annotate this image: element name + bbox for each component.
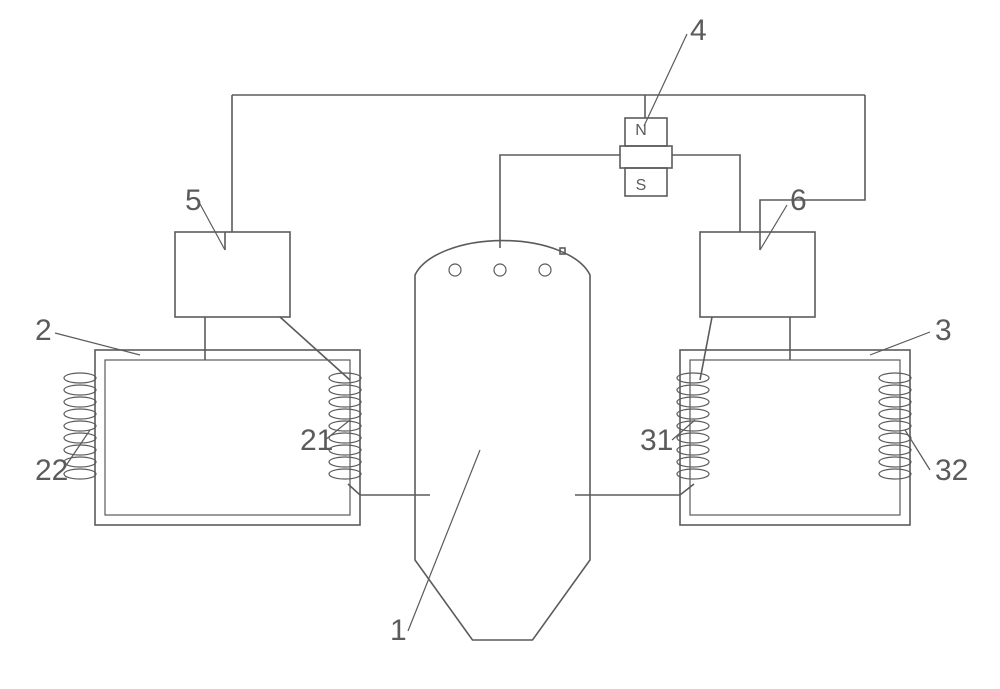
- box-3-group: [677, 350, 911, 525]
- coil-21: [329, 373, 361, 479]
- schematic-diagram: N S 1 2 21 22 3 31 32 4 5 6: [0, 0, 1000, 689]
- label-3: 3: [935, 314, 952, 347]
- magnet-pole-s: S: [636, 177, 647, 194]
- label-31: 31: [640, 424, 673, 457]
- label-21: 21: [300, 424, 333, 457]
- label-32: 32: [935, 454, 968, 487]
- magnet-4: N S: [620, 118, 672, 196]
- label-5: 5: [185, 184, 202, 217]
- label-6: 6: [790, 184, 807, 217]
- coil-31: [677, 373, 709, 479]
- label-2: 2: [35, 314, 52, 347]
- box-5: [175, 232, 290, 317]
- label-1: 1: [390, 614, 407, 647]
- coil-32: [879, 373, 911, 479]
- leader-lines: [55, 34, 930, 631]
- label-22: 22: [35, 454, 68, 487]
- box-6: [700, 232, 815, 317]
- vessel-1: [415, 241, 590, 640]
- label-4: 4: [690, 14, 707, 47]
- coil-22: [64, 373, 96, 479]
- labels-group: 1 2 21 22 3 31 32 4 5 6: [35, 14, 968, 647]
